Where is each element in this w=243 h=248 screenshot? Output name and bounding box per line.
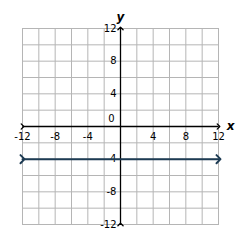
svg-text:-4: -4: [83, 131, 93, 142]
svg-text:-8: -8: [50, 131, 60, 142]
svg-text:-12: -12: [14, 131, 30, 142]
svg-text:12: 12: [212, 131, 225, 142]
svg-text:8: 8: [183, 131, 189, 142]
svg-text:y: y: [117, 10, 126, 24]
svg-text:-8: -8: [107, 186, 117, 197]
svg-text:4: 4: [150, 131, 156, 142]
svg-text:12: 12: [104, 23, 117, 34]
svg-text:0: 0: [108, 113, 114, 124]
svg-text:4: 4: [110, 88, 116, 99]
svg-text:-12: -12: [100, 219, 116, 230]
svg-text:x: x: [226, 119, 236, 133]
svg-text:-4: -4: [106, 153, 117, 165]
svg-text:8: 8: [110, 55, 116, 66]
